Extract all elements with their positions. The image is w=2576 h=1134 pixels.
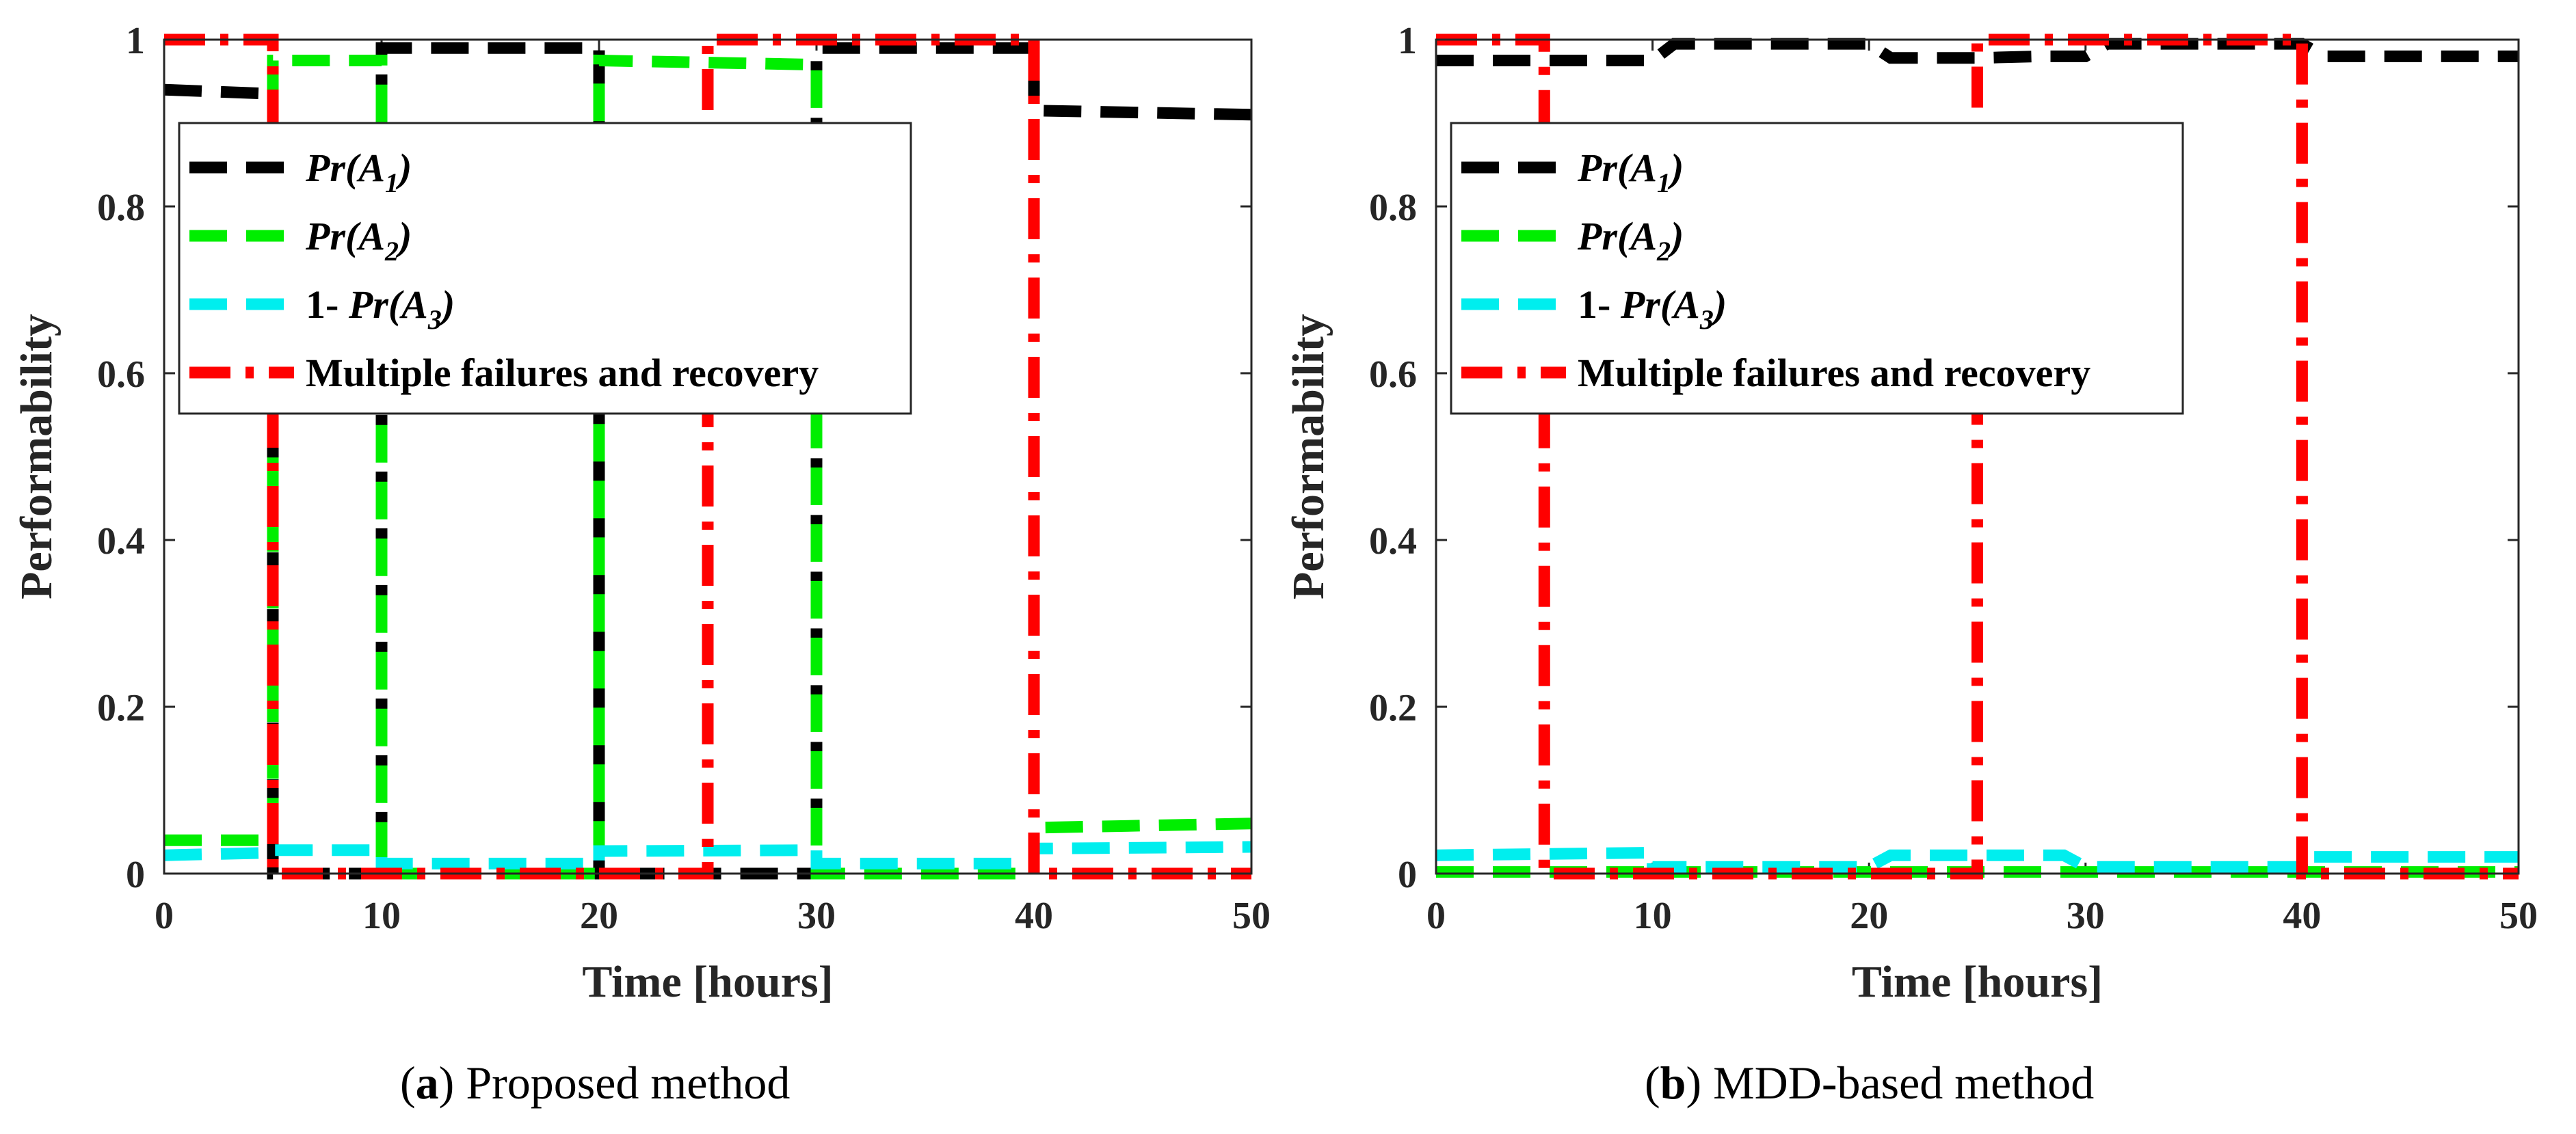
axes-box: [1435, 38, 2520, 875]
legend-label-main: Multiple failures and recovery: [1578, 351, 2090, 395]
x-tick-label: 0: [1426, 895, 1446, 937]
y-tick-label: 0.2: [97, 687, 145, 729]
y-tick-label: 0: [126, 854, 145, 896]
y-tick-label: 0.4: [97, 520, 145, 563]
legend-label-subscript: 2: [1656, 236, 1671, 267]
x-tick-label: 20: [1850, 895, 1888, 937]
legend-label-subscript: 2: [384, 236, 399, 267]
legend-label-suffix: ): [395, 146, 412, 190]
legend-box: [1450, 122, 2184, 415]
legend-label-subscript: 1: [385, 167, 399, 198]
x-axis-label: Time [hours]: [582, 957, 833, 1007]
legend-label-prefix: 1-: [1578, 282, 1621, 327]
legend-label-subscript: 3: [427, 304, 442, 335]
legend-label-main: Pr(A: [1577, 214, 1657, 258]
y-tick-label: 0: [1398, 854, 1417, 896]
x-tick-label: 50: [2499, 895, 2538, 937]
y-tick-label: 1: [126, 20, 145, 62]
legend-label-suffix: ): [1667, 146, 1684, 190]
legend-label-suffix: ): [438, 282, 455, 327]
x-tick-label: 10: [362, 895, 401, 937]
x-tick-label: 10: [1634, 895, 1672, 937]
chart-panel-b: 0 10 20 30 40 50 0 0.2 0.4 0.6 0.8 1 Time [hours] Per…: [1284, 20, 2538, 1007]
x-tick-label: 40: [1015, 895, 1053, 937]
legend-label-suffix: ): [1710, 282, 1727, 327]
legend-label-2: Pr(A2): [305, 214, 412, 267]
y-axis-label: Performability: [12, 314, 62, 599]
legend-label-4: Multiple failures and recovery: [306, 351, 819, 395]
legend-box: [178, 122, 912, 415]
legend-label-3: 1- Pr(A3): [1578, 282, 1727, 335]
caption-a: (a) Proposed method: [400, 1057, 791, 1109]
chart-panel-a: 0 10 20 30 40 50 0 0.2 0.4 0.6 0.8 1 Time [hours] Per…: [12, 20, 1271, 1007]
y-tick-label: 0.8: [97, 187, 145, 229]
x-tick-label: 40: [2283, 895, 2321, 937]
y-tick-label: 0.4: [1369, 520, 1417, 563]
legend-label-suffix: ): [395, 214, 412, 258]
x-tick-label: 50: [1232, 895, 1271, 937]
legend-label-subscript: 3: [1699, 304, 1714, 335]
y-tick-label: 0.2: [1369, 687, 1417, 729]
legend-label-subscript: 1: [1657, 167, 1671, 198]
x-tick-label: 0: [155, 895, 174, 937]
legend-label-main: Multiple failures and recovery: [306, 351, 819, 395]
legend-label-1: Pr(A1): [1577, 146, 1684, 198]
y-tick-label: 0.8: [1369, 187, 1417, 229]
legend-label-main: Pr(A: [305, 214, 385, 258]
legend-label-4: Multiple failures and recovery: [1578, 351, 2090, 395]
legend-label-main: Pr(A: [305, 146, 385, 190]
x-tick-label: 20: [580, 895, 618, 937]
y-tick-label: 0.6: [97, 353, 145, 396]
x-tick-label: 30: [797, 895, 836, 937]
y-axis-label: Performability: [1284, 314, 1333, 599]
x-tick-label: 30: [2067, 895, 2105, 937]
caption-b: (b) MDD-based method: [1645, 1057, 2095, 1109]
y-tick-label: 1: [1398, 20, 1417, 62]
legend-label-2: Pr(A2): [1577, 214, 1684, 267]
legend-label-suffix: ): [1667, 214, 1684, 258]
axes-box: [163, 38, 1253, 875]
legend-label-main: Pr(A: [348, 282, 428, 327]
y-tick-label: 0.6: [1369, 353, 1417, 396]
legend-label-prefix: 1-: [306, 282, 349, 327]
legend-label-main: Pr(A: [1577, 146, 1657, 190]
legend-label-3: 1- Pr(A3): [306, 282, 455, 335]
x-axis-label: Time [hours]: [1852, 957, 2103, 1007]
legend-label-1: Pr(A1): [305, 146, 412, 198]
legend-label-main: Pr(A: [1620, 282, 1700, 327]
